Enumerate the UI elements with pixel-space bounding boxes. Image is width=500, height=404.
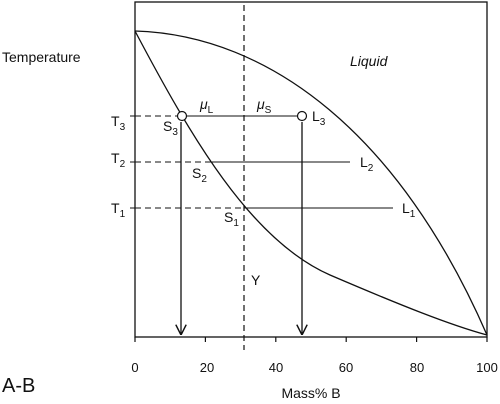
x-axis-ticks <box>134 337 488 342</box>
solidus-curve <box>134 30 488 336</box>
plot-frame <box>134 1 488 338</box>
point-l3-marker <box>296 110 308 122</box>
temperature-label-t3: T3 <box>111 113 126 133</box>
solidus-label-s3: S3 <box>163 118 178 138</box>
mu-s-label: μS <box>256 96 272 116</box>
y-axis-label: Temperature <box>2 49 81 65</box>
x-tick-label-60: 60 <box>339 360 353 375</box>
x-tick-label-0: 0 <box>131 360 138 375</box>
liquidus-curve <box>134 30 488 336</box>
x-axis-label: Mass% B <box>281 385 340 401</box>
liquidus-label-l3: L3 <box>312 108 326 128</box>
x-tick-label-80: 80 <box>410 360 424 375</box>
solidus-label-s2: S2 <box>192 165 207 185</box>
liquidus-label-l1: L1 <box>402 200 416 220</box>
liquid-region-label: Liquid <box>350 53 389 69</box>
composition-label-y: Y <box>251 272 261 288</box>
x-tick-label-20: 20 <box>200 360 214 375</box>
temperature-label-t2: T2 <box>111 150 126 170</box>
x-tick-label-100: 100 <box>476 360 498 375</box>
temperature-label-t1: T1 <box>111 200 126 220</box>
figure-label: A-B <box>2 375 35 397</box>
point-s3-marker <box>176 110 188 122</box>
x-tick-label-40: 40 <box>269 360 283 375</box>
solidus-label-s1: S1 <box>224 209 239 229</box>
liquidus-label-l2: L2 <box>360 154 374 174</box>
mu-l-label: μL <box>199 96 214 116</box>
